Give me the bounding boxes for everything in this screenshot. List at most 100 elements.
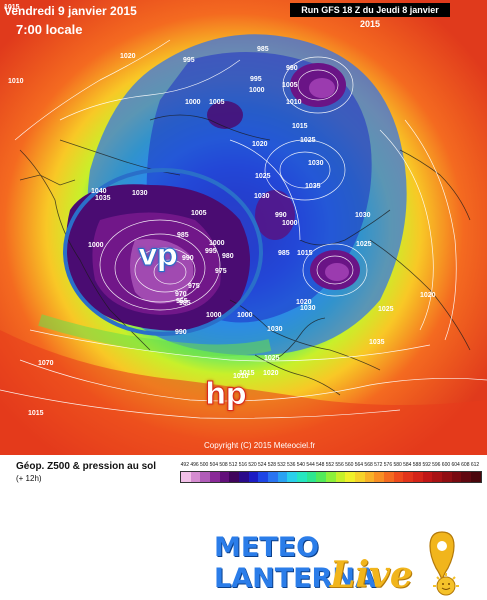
scale-value: 584 xyxy=(403,462,412,468)
isobar-label: 1025 xyxy=(255,173,271,180)
scale-value: 552 xyxy=(325,462,335,468)
scale-swatch xyxy=(258,472,269,482)
isobar-label: 1010 xyxy=(8,78,24,85)
isobar-label: 1030 xyxy=(254,193,270,200)
scale-swatch xyxy=(326,472,336,482)
isobar-label: 1000 xyxy=(209,240,225,247)
scale-swatch xyxy=(384,472,394,482)
scale-swatch xyxy=(355,472,365,482)
isobar-label: 1030 xyxy=(355,212,371,219)
scale-value: 564 xyxy=(354,462,364,468)
isobar-label: 1025 xyxy=(300,137,316,144)
scale-value: 492 xyxy=(180,462,189,468)
scale-value: 532 xyxy=(277,462,286,468)
isobar-label: 995 xyxy=(183,57,195,64)
scale-value: 576 xyxy=(383,462,393,468)
scale-value: 548 xyxy=(316,462,325,468)
scale-value: 500 xyxy=(200,462,209,468)
scale-swatch xyxy=(364,472,375,482)
isobar-label: 1005 xyxy=(191,210,207,217)
brand-name: METEO LANTERNA xyxy=(214,532,376,594)
scale-value: 608 xyxy=(461,462,470,468)
isobar-label: 995 xyxy=(250,76,262,83)
scale-value: 580 xyxy=(393,462,402,468)
isobar-label: 995 xyxy=(205,248,217,255)
scale-swatch xyxy=(471,472,481,482)
color-scale xyxy=(180,471,482,483)
scale-swatch xyxy=(287,472,298,482)
isobar-label: 1025 xyxy=(356,241,372,248)
isobar-label: 1030 xyxy=(267,326,283,333)
scale-value: 596 xyxy=(432,462,441,468)
isobar-label: 1040 xyxy=(91,188,107,195)
scale-swatch xyxy=(277,472,288,482)
scale-value: 520 xyxy=(248,462,257,468)
isobar-label: 1030 xyxy=(300,305,316,312)
scale-value: 524 xyxy=(258,462,267,468)
isobar-label: 990 xyxy=(286,65,298,72)
isobar-label: 1000 xyxy=(282,220,298,227)
isobar-label: 1015 xyxy=(297,250,313,257)
scale-value: 540 xyxy=(296,462,306,468)
model-run: Run GFS 18 Z du Jeudi 8 janvier 2015 xyxy=(290,3,450,29)
scale-swatch xyxy=(229,472,240,482)
isobar-label: 985 xyxy=(179,300,191,307)
forecast-time: 7:00 locale xyxy=(16,22,83,37)
scale-value: 604 xyxy=(451,462,460,468)
scale-value: 528 xyxy=(267,462,277,468)
isobar-label: 985 xyxy=(257,46,269,53)
isobar-label: 1025 xyxy=(264,355,280,362)
scale-value: 600 xyxy=(441,462,451,468)
scale-swatch xyxy=(297,472,307,482)
low-pressure-label: vp xyxy=(137,238,178,273)
legend-title: Géop. Z500 & pression au sol xyxy=(16,461,157,472)
scale-value: 556 xyxy=(335,462,344,468)
isobar-label: 1010 xyxy=(286,99,302,106)
isobar-label: 975 xyxy=(215,268,227,275)
scale-value: 496 xyxy=(190,462,199,468)
scale-value: 544 xyxy=(306,462,315,468)
scale-value: 536 xyxy=(287,462,296,468)
isobar-label: 990 xyxy=(275,212,287,219)
scale-swatch xyxy=(200,472,211,482)
isobar-label: 1015 xyxy=(28,410,44,417)
isobar-label: 1030 xyxy=(132,190,148,197)
scale-values: 492 496 500 504 508 512 516 520 524 528 532 536 540 5… xyxy=(180,462,480,469)
isobar-label: 1000 xyxy=(185,99,201,106)
scale-swatch xyxy=(306,472,317,482)
isobar-label: 1020 xyxy=(252,141,268,148)
isobar-label: 1035 xyxy=(369,339,385,346)
isobar-label: 1000 xyxy=(206,312,222,319)
isobar-label: 1000 xyxy=(249,87,265,94)
scale-value: 504 xyxy=(209,462,219,468)
scale-value: 568 xyxy=(364,462,373,468)
scale-value: 508 xyxy=(219,462,228,468)
forecast-date: Vendredi 9 janvier 2015 xyxy=(4,4,137,18)
legend-subtitle: (+ 12h) xyxy=(16,474,42,483)
scale-swatch xyxy=(268,472,278,482)
isobar-label: 1020 xyxy=(296,299,312,306)
isobar-label: 1020 xyxy=(420,292,436,299)
legend: Géop. Z500 & pression au sol (+ 12h) 492… xyxy=(0,455,487,495)
isobar-label: 1000 xyxy=(88,242,104,249)
brand-banner: METEO LANTERNA Live xyxy=(0,510,487,600)
scale-value: 560 xyxy=(345,462,354,468)
scale-swatch xyxy=(451,472,462,482)
high-pressure-label: hp xyxy=(205,377,248,412)
brand-script: Live xyxy=(330,554,413,596)
scale-swatch xyxy=(345,472,356,482)
scale-value: 516 xyxy=(238,462,248,468)
scale-swatch xyxy=(374,472,385,482)
isobar-label: 990 xyxy=(182,255,194,262)
isobar-label: 1035 xyxy=(305,183,321,190)
isobar-label: 1020 xyxy=(263,370,279,377)
isobar-label: 1030 xyxy=(308,160,324,167)
isobar-label: 1025 xyxy=(378,306,394,313)
isobar-label: 1010 xyxy=(233,373,249,380)
scale-swatch xyxy=(335,472,346,482)
isobar-label: 1000 xyxy=(237,312,253,319)
isobar-label: 1035 xyxy=(95,195,111,202)
scale-swatch xyxy=(432,472,443,482)
scale-swatch xyxy=(393,472,404,482)
scale-value: 588 xyxy=(412,462,422,468)
